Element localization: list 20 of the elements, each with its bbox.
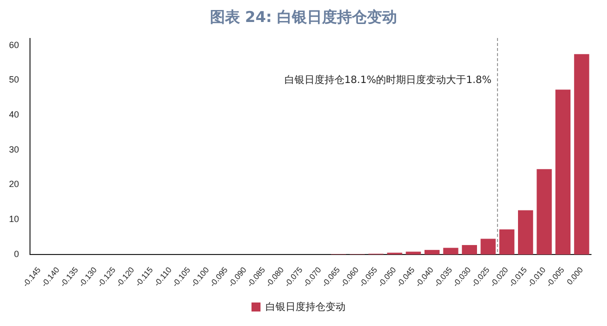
y-tick-label: 40 xyxy=(8,110,20,120)
y-tick-label: 0 xyxy=(14,248,20,259)
bar xyxy=(574,54,590,254)
annotation: 白银日度持仓18.1%的时期日度变动大于1.8% xyxy=(284,74,492,86)
bar xyxy=(406,252,421,254)
bar xyxy=(424,250,440,254)
bar xyxy=(480,238,496,254)
y-tick-label: 50 xyxy=(8,74,20,85)
y-tick-label: 60 xyxy=(8,40,20,50)
bar xyxy=(499,229,514,254)
y-tick-label: 30 xyxy=(8,144,20,154)
chart-title: 图表 24: 白银日度持仓变动 xyxy=(208,7,398,28)
y-tick-label: 20 xyxy=(8,179,20,190)
bar xyxy=(443,248,458,254)
bar xyxy=(555,90,570,254)
legend-label: 白银日度持仓变动 xyxy=(266,300,346,313)
y-tick-label: 10 xyxy=(8,214,20,224)
bar xyxy=(536,169,552,254)
bar xyxy=(462,245,478,254)
bar xyxy=(518,210,534,254)
